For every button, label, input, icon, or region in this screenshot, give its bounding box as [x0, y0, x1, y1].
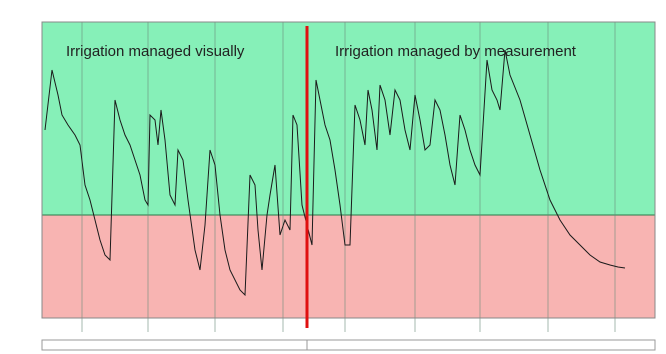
annotation: Irrigation managed by measurement [335, 43, 577, 60]
date-band [41, 339, 308, 351]
plot-frame [41, 21, 656, 319]
zone-above [42, 22, 655, 215]
date-band [306, 339, 656, 351]
zone-below [42, 215, 655, 318]
annotation: Irrigation managed visually [66, 43, 245, 60]
